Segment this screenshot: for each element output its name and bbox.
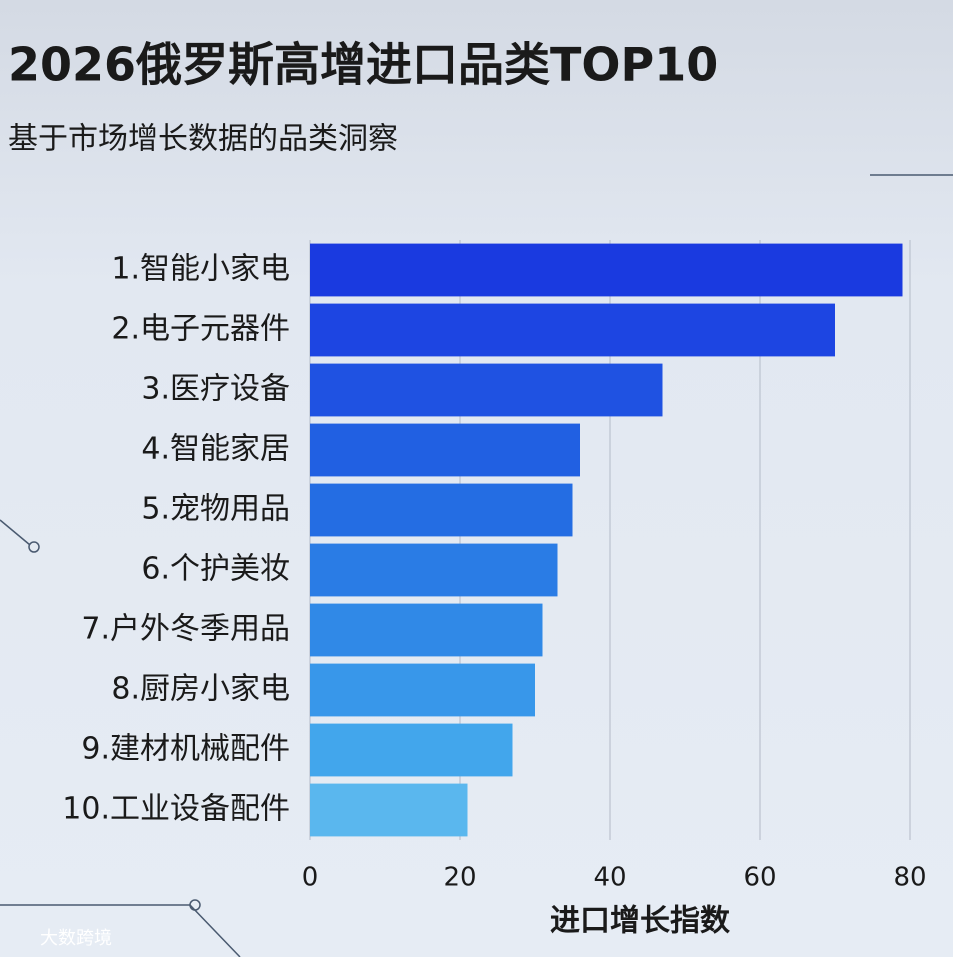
y-tick-label: 10.工业设备配件	[62, 792, 290, 827]
y-tick-label: 6.个护美妆	[141, 552, 290, 587]
decoration	[0, 519, 31, 546]
bar	[310, 723, 513, 777]
x-tick-label: 60	[743, 863, 776, 893]
y-tick-label: 5.宠物用品	[141, 492, 290, 527]
chart-title: 2026俄罗斯高增进口品类TOP10	[8, 38, 718, 92]
chart-subtitle: 基于市场增长数据的品类洞察	[8, 122, 398, 157]
x-tick-label: 80	[893, 863, 926, 893]
bar	[310, 663, 535, 717]
y-tick-label: 2.电子元器件	[111, 312, 290, 347]
watermark: 大数跨境	[40, 928, 112, 949]
y-tick-label: 3.医疗设备	[141, 372, 290, 407]
y-tick-label: 9.建材机械配件	[81, 732, 290, 767]
x-tick-label: 40	[593, 863, 626, 893]
y-tick-label: 8.厨房小家电	[111, 672, 290, 707]
decoration	[189, 899, 201, 911]
bar	[310, 243, 903, 297]
bar	[310, 363, 663, 417]
bar	[310, 543, 558, 597]
bar	[310, 603, 543, 657]
bar	[310, 783, 468, 837]
y-tick-label: 7.户外冬季用品	[81, 612, 290, 647]
x-tick-label: 0	[302, 863, 319, 893]
decoration	[28, 541, 40, 553]
bar	[310, 303, 835, 357]
y-tick-label: 4.智能家居	[141, 432, 290, 467]
bar	[310, 483, 573, 537]
x-tick-label: 20	[443, 863, 476, 893]
y-tick-label: 1.智能小家电	[111, 252, 290, 287]
x-axis-label: 进口增长指数	[550, 904, 731, 939]
bar	[310, 423, 580, 477]
